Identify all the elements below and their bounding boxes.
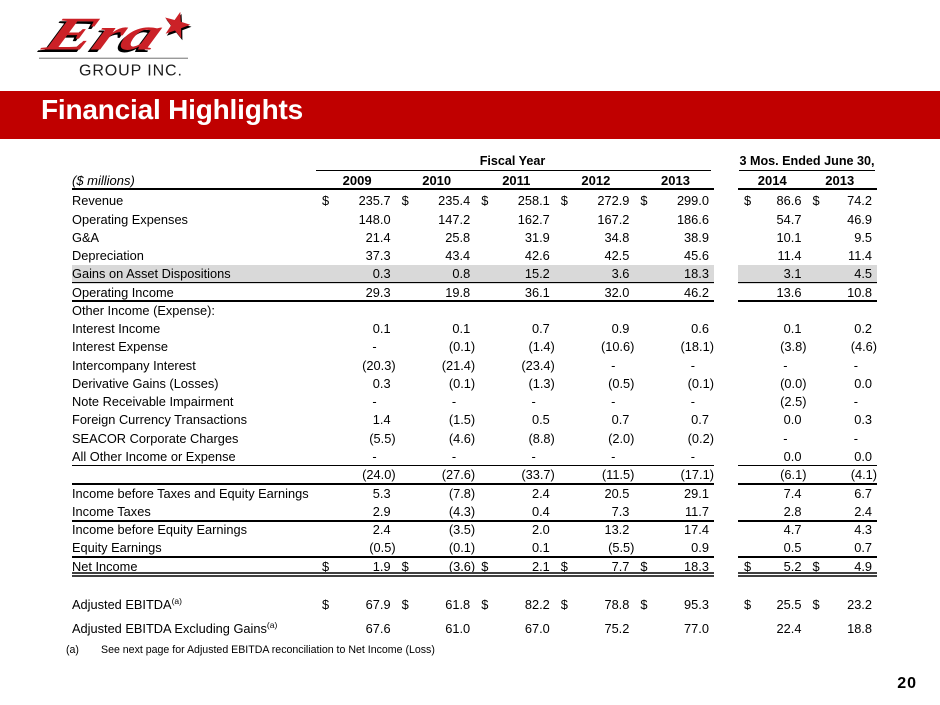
- svg-text:Era: Era: [31, 10, 170, 62]
- svg-text:Era: Era: [34, 8, 173, 60]
- svg-text:GROUP INC.: GROUP INC.: [79, 63, 183, 80]
